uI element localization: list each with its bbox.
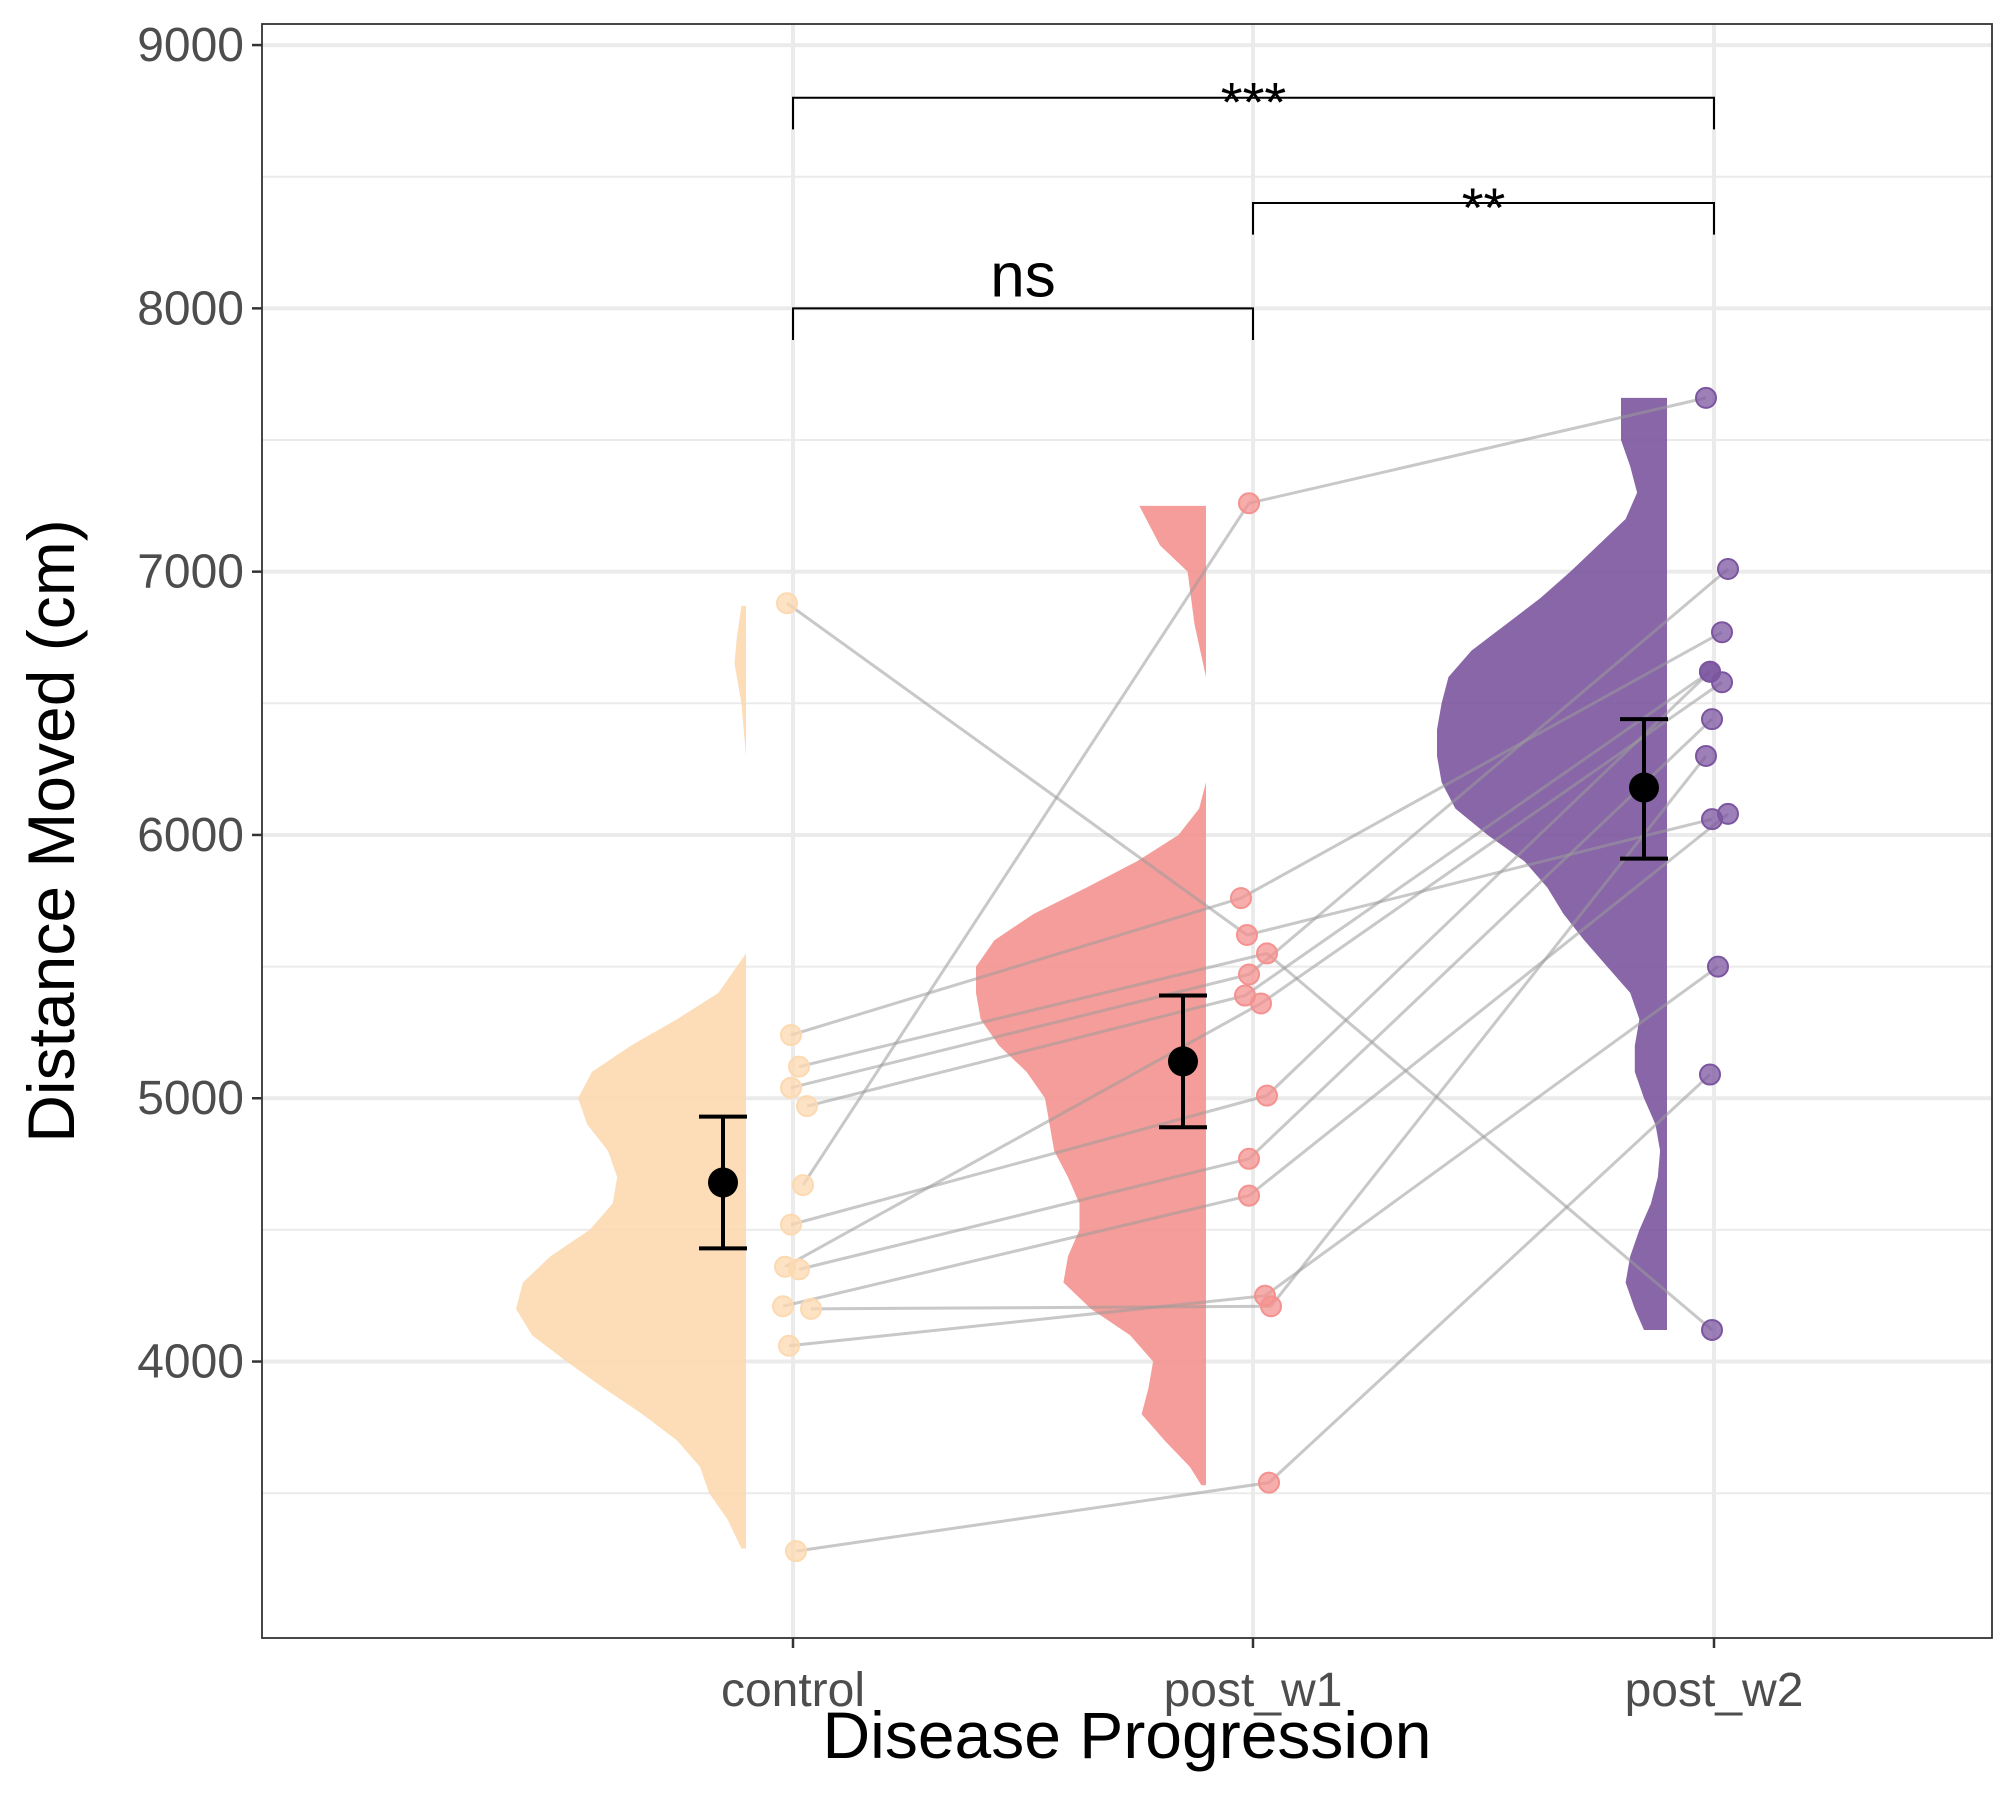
mean-ci-markers bbox=[699, 717, 1668, 1251]
data-point-control bbox=[785, 1540, 807, 1563]
data-point-control bbox=[796, 1095, 818, 1118]
data-point-post_w2 bbox=[1717, 558, 1739, 581]
x-tick-label: control bbox=[721, 1664, 865, 1717]
data-point-post_w1 bbox=[1238, 1147, 1260, 1170]
data-point-post_w2 bbox=[1701, 1318, 1723, 1341]
significance-brackets: ns***** bbox=[792, 71, 1715, 340]
plot-background bbox=[262, 24, 1992, 1638]
subject-points bbox=[772, 386, 1739, 1563]
data-point-post_w2 bbox=[1701, 708, 1723, 731]
data-point-post_w2 bbox=[1699, 1063, 1721, 1086]
significance-bracket bbox=[1252, 202, 1715, 235]
y-tick-label: 8000 bbox=[137, 282, 244, 335]
data-point-control bbox=[780, 1024, 802, 1047]
data-point-control bbox=[792, 1174, 814, 1197]
data-point-post_w1 bbox=[1234, 984, 1256, 1007]
mean-point-post_w2 bbox=[1629, 772, 1659, 803]
data-point-post_w2 bbox=[1701, 808, 1723, 831]
significance-label: *** bbox=[1221, 71, 1286, 134]
data-point-control bbox=[788, 1055, 810, 1078]
y-tick-label: 6000 bbox=[137, 809, 244, 862]
data-point-post_w2 bbox=[1707, 955, 1729, 978]
data-point-post_w2 bbox=[1695, 744, 1717, 767]
data-point-control bbox=[800, 1297, 822, 1320]
plot-border bbox=[261, 23, 1993, 1639]
mean-point-post_w1 bbox=[1168, 1046, 1198, 1077]
data-point-post_w1 bbox=[1238, 963, 1260, 986]
y-axis: 4000 5000 6000 7000 8000 9000 bbox=[137, 19, 262, 1389]
data-point-post_w1 bbox=[1256, 1084, 1278, 1107]
significance-label: ns bbox=[990, 241, 1055, 310]
data-point-post_w1 bbox=[1230, 887, 1252, 910]
data-point-post_w1 bbox=[1236, 924, 1258, 947]
data-point-control bbox=[780, 1076, 802, 1099]
x-axis-title: Disease Progression bbox=[823, 1698, 1432, 1772]
y-tick-label: 5000 bbox=[137, 1072, 244, 1125]
data-point-post_w1 bbox=[1258, 1471, 1280, 1494]
data-point-control bbox=[778, 1334, 800, 1357]
data-point-control bbox=[776, 592, 798, 615]
data-point-post_w1 bbox=[1256, 942, 1278, 965]
significance-bracket bbox=[792, 96, 1715, 130]
data-point-control bbox=[774, 1255, 796, 1278]
data-point-post_w2 bbox=[1711, 621, 1733, 644]
data-point-post_w2 bbox=[1695, 386, 1717, 409]
data-point-post_w1 bbox=[1260, 1295, 1282, 1318]
y-tick-label: 4000 bbox=[137, 1336, 244, 1389]
data-point-post_w1 bbox=[1238, 1184, 1260, 1207]
y-axis-title: Distance Moved (cm) bbox=[14, 519, 88, 1143]
density-cloud-control bbox=[516, 605, 746, 1549]
significance-bracket bbox=[792, 307, 1254, 340]
significance-label: ** bbox=[1462, 176, 1506, 239]
x-axis: control post_w1 post_w2 bbox=[721, 1638, 1803, 1717]
data-point-control bbox=[780, 1213, 802, 1236]
y-tick-label: 7000 bbox=[137, 546, 244, 599]
mean-point-control bbox=[708, 1167, 738, 1198]
data-point-post_w1 bbox=[1238, 492, 1260, 515]
gridlines bbox=[262, 24, 1992, 1638]
data-point-control bbox=[772, 1295, 794, 1318]
x-tick-label: post_w2 bbox=[1625, 1664, 1804, 1717]
x-tick-label: post_w1 bbox=[1164, 1664, 1343, 1717]
density-cloud-post_w2 bbox=[1437, 397, 1667, 1330]
y-tick-label: 9000 bbox=[137, 19, 244, 72]
data-point-post_w2 bbox=[1699, 660, 1721, 683]
